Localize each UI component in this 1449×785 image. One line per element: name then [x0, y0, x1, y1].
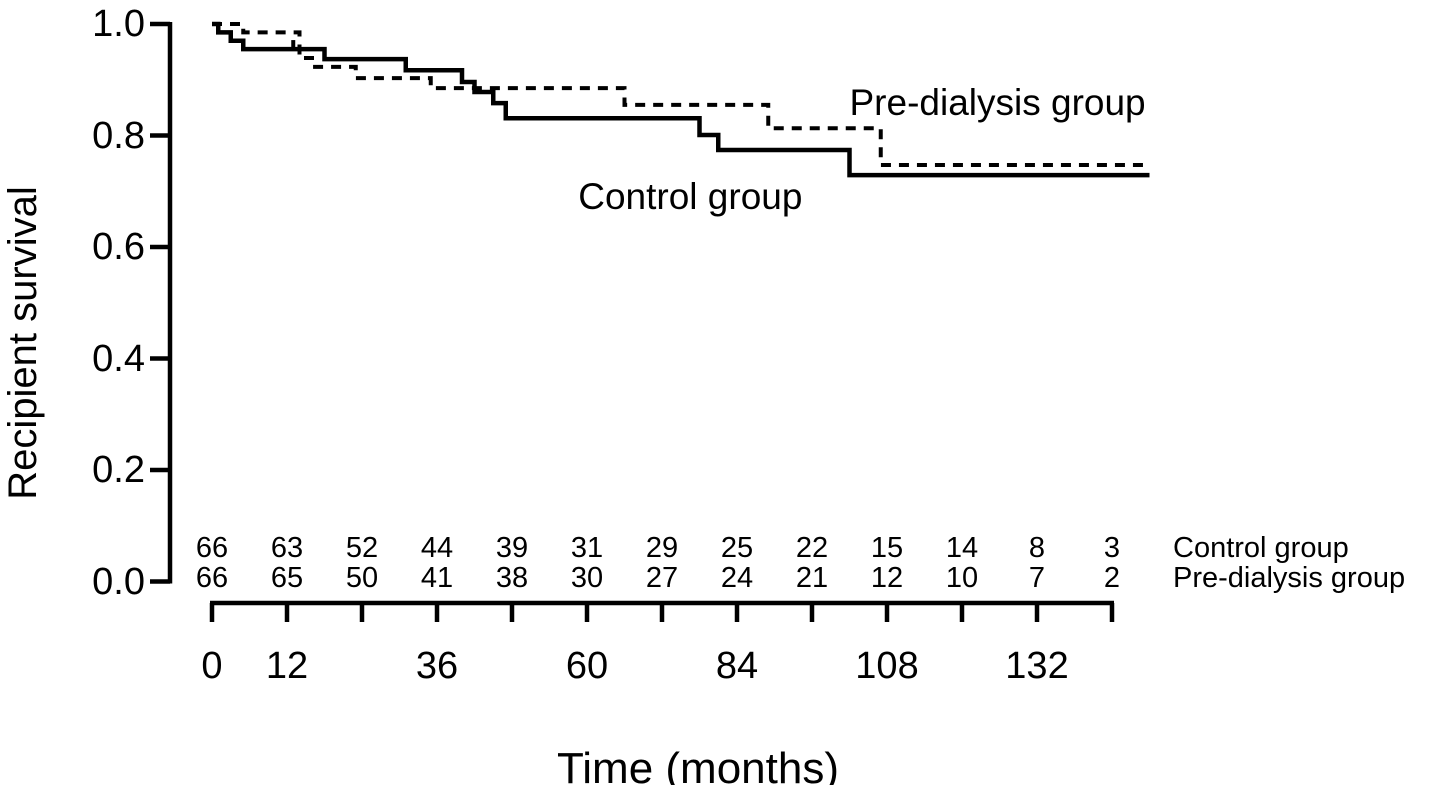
risk-count: 2 — [1103, 562, 1121, 594]
risk-count: 25 — [720, 532, 754, 564]
risk-count: 66 — [195, 562, 229, 594]
risk-count: 10 — [945, 562, 979, 594]
x-tick-label: 132 — [1005, 645, 1069, 687]
risk-count: 44 — [420, 532, 454, 564]
risk-count: 65 — [270, 562, 304, 594]
x-tick-label: 0 — [201, 645, 223, 687]
risk-count: 22 — [795, 532, 829, 564]
risk-count: 30 — [570, 562, 604, 594]
risk-count: 39 — [495, 532, 529, 564]
y-tick-label: 0.6 — [92, 226, 145, 268]
curve-label-pre-dialysis: Pre-dialysis group — [849, 82, 1146, 124]
y-tick-label: 1.0 — [92, 3, 145, 45]
x-tick-label: 108 — [855, 645, 919, 687]
risk-count: 8 — [1028, 532, 1046, 564]
risk-row-label-pre-dialysis: Pre-dialysis group — [1173, 562, 1406, 594]
risk-count: 12 — [870, 562, 904, 594]
y-tick-label: 0.4 — [92, 337, 145, 380]
x-tick-label: 12 — [265, 645, 309, 687]
x-tick-label: 60 — [565, 645, 609, 687]
risk-count: 63 — [270, 532, 304, 564]
y-tick-label: 0.8 — [92, 114, 145, 157]
risk-count: 31 — [570, 532, 604, 564]
y-tick-label: 0.2 — [92, 449, 145, 491]
risk-count: 38 — [495, 562, 529, 594]
pre-dialysis-curve — [212, 22, 1144, 168]
x-tick-label: 84 — [715, 645, 759, 687]
risk-count: 29 — [645, 532, 679, 564]
risk-row-label-control: Control group — [1173, 532, 1349, 564]
x-tick-label: 36 — [415, 645, 459, 687]
risk-count: 27 — [645, 562, 679, 594]
control-curve — [212, 21, 1150, 178]
risk-count: 24 — [720, 562, 754, 594]
risk-count: 66 — [195, 532, 229, 564]
x-axis-title: Time (months) — [557, 744, 839, 785]
risk-count: 15 — [870, 532, 904, 564]
risk-count: 52 — [345, 532, 379, 564]
risk-count: 14 — [945, 532, 979, 564]
risk-count: 21 — [795, 562, 829, 594]
risk-count: 50 — [345, 562, 379, 594]
curve-label-control: Control group — [578, 175, 803, 217]
y-tick-label: 0.0 — [92, 560, 145, 603]
risk-count: 41 — [420, 562, 454, 594]
risk-count: 7 — [1028, 562, 1046, 594]
risk-count: 3 — [1103, 532, 1121, 564]
